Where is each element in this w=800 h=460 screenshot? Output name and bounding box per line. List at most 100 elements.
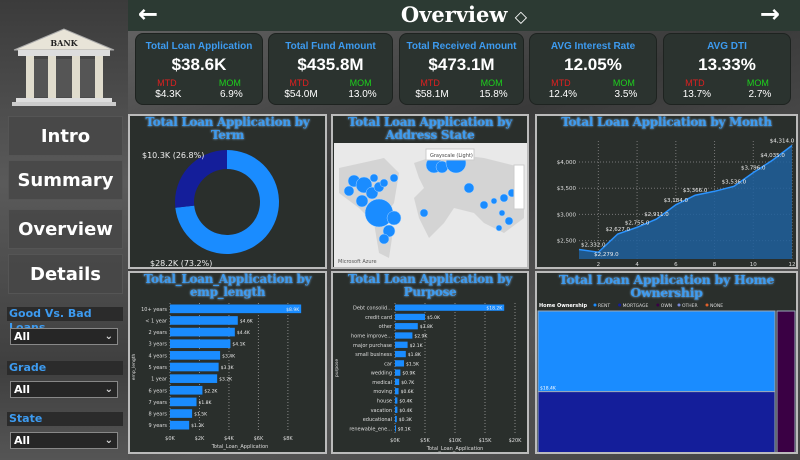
data-label: $0.9K bbox=[402, 371, 416, 377]
page-title: Overview bbox=[400, 2, 508, 27]
y-category-label: credit card bbox=[365, 315, 392, 321]
chart-title: Total_Loan_Application by emp_length bbox=[143, 272, 312, 299]
x-tick-label: $0K bbox=[390, 438, 400, 444]
chevron-down-icon: ⌄ bbox=[104, 384, 113, 395]
month-line-panel: Total Loan Application by Month $2,500 $3… bbox=[535, 114, 798, 269]
map-style-button[interactable]: Grayscale (Light) bbox=[430, 153, 473, 159]
loan-quality-dropdown[interactable]: All ⌄ bbox=[10, 328, 118, 345]
data-label: $4.1K bbox=[232, 342, 246, 348]
state-map[interactable]: Grayscale (Light) Microsoft Azure bbox=[334, 143, 528, 268]
data-label: $3.3K bbox=[221, 365, 235, 371]
bar bbox=[395, 425, 396, 432]
map-bubble bbox=[343, 185, 355, 197]
mom-value: 13.0% bbox=[348, 89, 377, 100]
bar bbox=[170, 327, 235, 337]
data-label: $3,184.0 bbox=[664, 198, 689, 204]
nav-overview-button[interactable]: Overview bbox=[8, 209, 123, 249]
data-label: $3,366.0 bbox=[683, 188, 708, 194]
data-label: $0.3K bbox=[399, 417, 413, 423]
y-category-label: home improve... bbox=[351, 334, 392, 340]
legend-item: RENT bbox=[598, 303, 610, 309]
x-tick-label: $5K bbox=[420, 438, 430, 444]
data-label: $1.5K bbox=[194, 412, 208, 418]
x-tick-label: $4K bbox=[224, 436, 234, 442]
bar bbox=[395, 397, 398, 404]
x-tick-label: $10K bbox=[449, 438, 463, 444]
dropdown-value: All bbox=[14, 330, 31, 343]
map-bubble bbox=[463, 182, 475, 194]
data-label: $2.9K bbox=[414, 334, 428, 340]
y-category-label: moving bbox=[373, 389, 392, 395]
data-label: $18.4K bbox=[540, 386, 557, 392]
map-bubble bbox=[379, 178, 389, 188]
arrow-left-icon[interactable]: ← bbox=[138, 0, 159, 28]
kpi-value: 12.05% bbox=[564, 55, 622, 74]
x-tick-label: 2 bbox=[597, 262, 601, 267]
term-donut-panel: Total Loan Application by Term $28.2K (7… bbox=[128, 114, 327, 269]
nav-summary-button[interactable]: Summary bbox=[8, 160, 123, 200]
kpi-value: $38.6K bbox=[171, 55, 227, 74]
mtd-label: MTD bbox=[420, 78, 440, 88]
map-bubble bbox=[369, 173, 379, 183]
kpi-title: AVG DTI bbox=[707, 41, 747, 52]
x-axis-title: Total_Loan_Application bbox=[426, 446, 484, 452]
dropdown-value: All bbox=[14, 383, 31, 396]
chart-title: Total Loan Application by Home Ownership bbox=[558, 272, 775, 300]
filter-label-loan-quality: Good Vs. Bad Loans bbox=[7, 307, 123, 334]
arrow-right-icon[interactable]: → bbox=[759, 0, 780, 28]
mtd-value: 12.4% bbox=[548, 89, 578, 100]
y-category-label: Debt consolid... bbox=[353, 306, 392, 312]
nav-intro-button[interactable]: Intro bbox=[8, 116, 123, 156]
donut-slice bbox=[175, 150, 227, 208]
legend-item: NONE bbox=[710, 303, 723, 309]
bar bbox=[395, 350, 406, 358]
data-label: $4.6K bbox=[240, 318, 254, 324]
kpi-card: AVG Interest Rate 12.05% MTD MOM 12.4% 3.5… bbox=[529, 33, 657, 105]
donut-slice bbox=[175, 150, 279, 254]
data-label: $4,035.0 bbox=[760, 153, 785, 159]
month-area-chart: $2,500 $3,000 $3,500 $4,000 2 4 6 8 10 12 $2,332.0… bbox=[557, 139, 796, 267]
mtd-value: $4.3K bbox=[155, 89, 182, 100]
home-ownership-treemap: Home Ownership RENT MORTGAGE OWN OTHER NONE $1… bbox=[537, 303, 796, 452]
bar bbox=[170, 339, 231, 349]
y-category-label: major purchase bbox=[353, 343, 392, 349]
data-label: $0.4K bbox=[399, 408, 413, 414]
filter-label-grade: Grade bbox=[7, 361, 123, 375]
bar bbox=[395, 313, 425, 321]
bar bbox=[395, 332, 413, 339]
mom-label: MOM bbox=[349, 78, 372, 88]
header-bar: ← Overview ◇ → bbox=[128, 0, 800, 31]
y-category-label: other bbox=[379, 324, 393, 330]
y-tick-label: $2,500 bbox=[557, 239, 577, 245]
grade-dropdown[interactable]: All ⌄ bbox=[10, 381, 118, 398]
data-label: $4,314.0 bbox=[770, 139, 795, 145]
y-category-label: 8 years bbox=[148, 412, 167, 418]
x-tick-label: 12 bbox=[789, 262, 796, 267]
data-label: $2,755.0 bbox=[625, 220, 650, 226]
data-label: $10.3K (26.8%) bbox=[142, 151, 204, 160]
y-category-label: 2 years bbox=[148, 330, 167, 336]
bar bbox=[395, 406, 398, 413]
data-label: $2,911.0 bbox=[644, 212, 669, 218]
svg-text:BANK: BANK bbox=[50, 38, 78, 48]
y-category-label: 10+ years bbox=[141, 307, 167, 313]
chevron-down-icon: ⌄ bbox=[104, 435, 113, 446]
x-tick-label: 6 bbox=[674, 262, 678, 267]
data-label: $2.1K bbox=[410, 343, 424, 349]
nav-details-button[interactable]: Details bbox=[8, 254, 123, 294]
data-label: $0.1K bbox=[398, 426, 412, 432]
term-donut-chart: $28.2K (73.2%)$10.3K (26.8%)Term36 month… bbox=[142, 150, 279, 267]
map-zoom-controls[interactable] bbox=[513, 164, 525, 210]
bar bbox=[170, 316, 238, 325]
map-bubble bbox=[498, 209, 506, 217]
y-category-label: 1 year bbox=[151, 377, 168, 383]
bar bbox=[170, 397, 197, 407]
kpi-title: AVG Interest Rate bbox=[550, 41, 636, 52]
bar bbox=[170, 385, 203, 395]
y-category-label: 3 years bbox=[148, 342, 167, 348]
chart-title: Total Loan Application by Purpose bbox=[348, 272, 512, 299]
kpi-card: Total Received Amount $473.1M MTD MOM $58… bbox=[399, 33, 524, 105]
state-dropdown[interactable]: All ⌄ bbox=[10, 432, 118, 449]
x-tick-label: $2K bbox=[195, 436, 205, 442]
kpi-title: Total Loan Application bbox=[145, 41, 253, 52]
